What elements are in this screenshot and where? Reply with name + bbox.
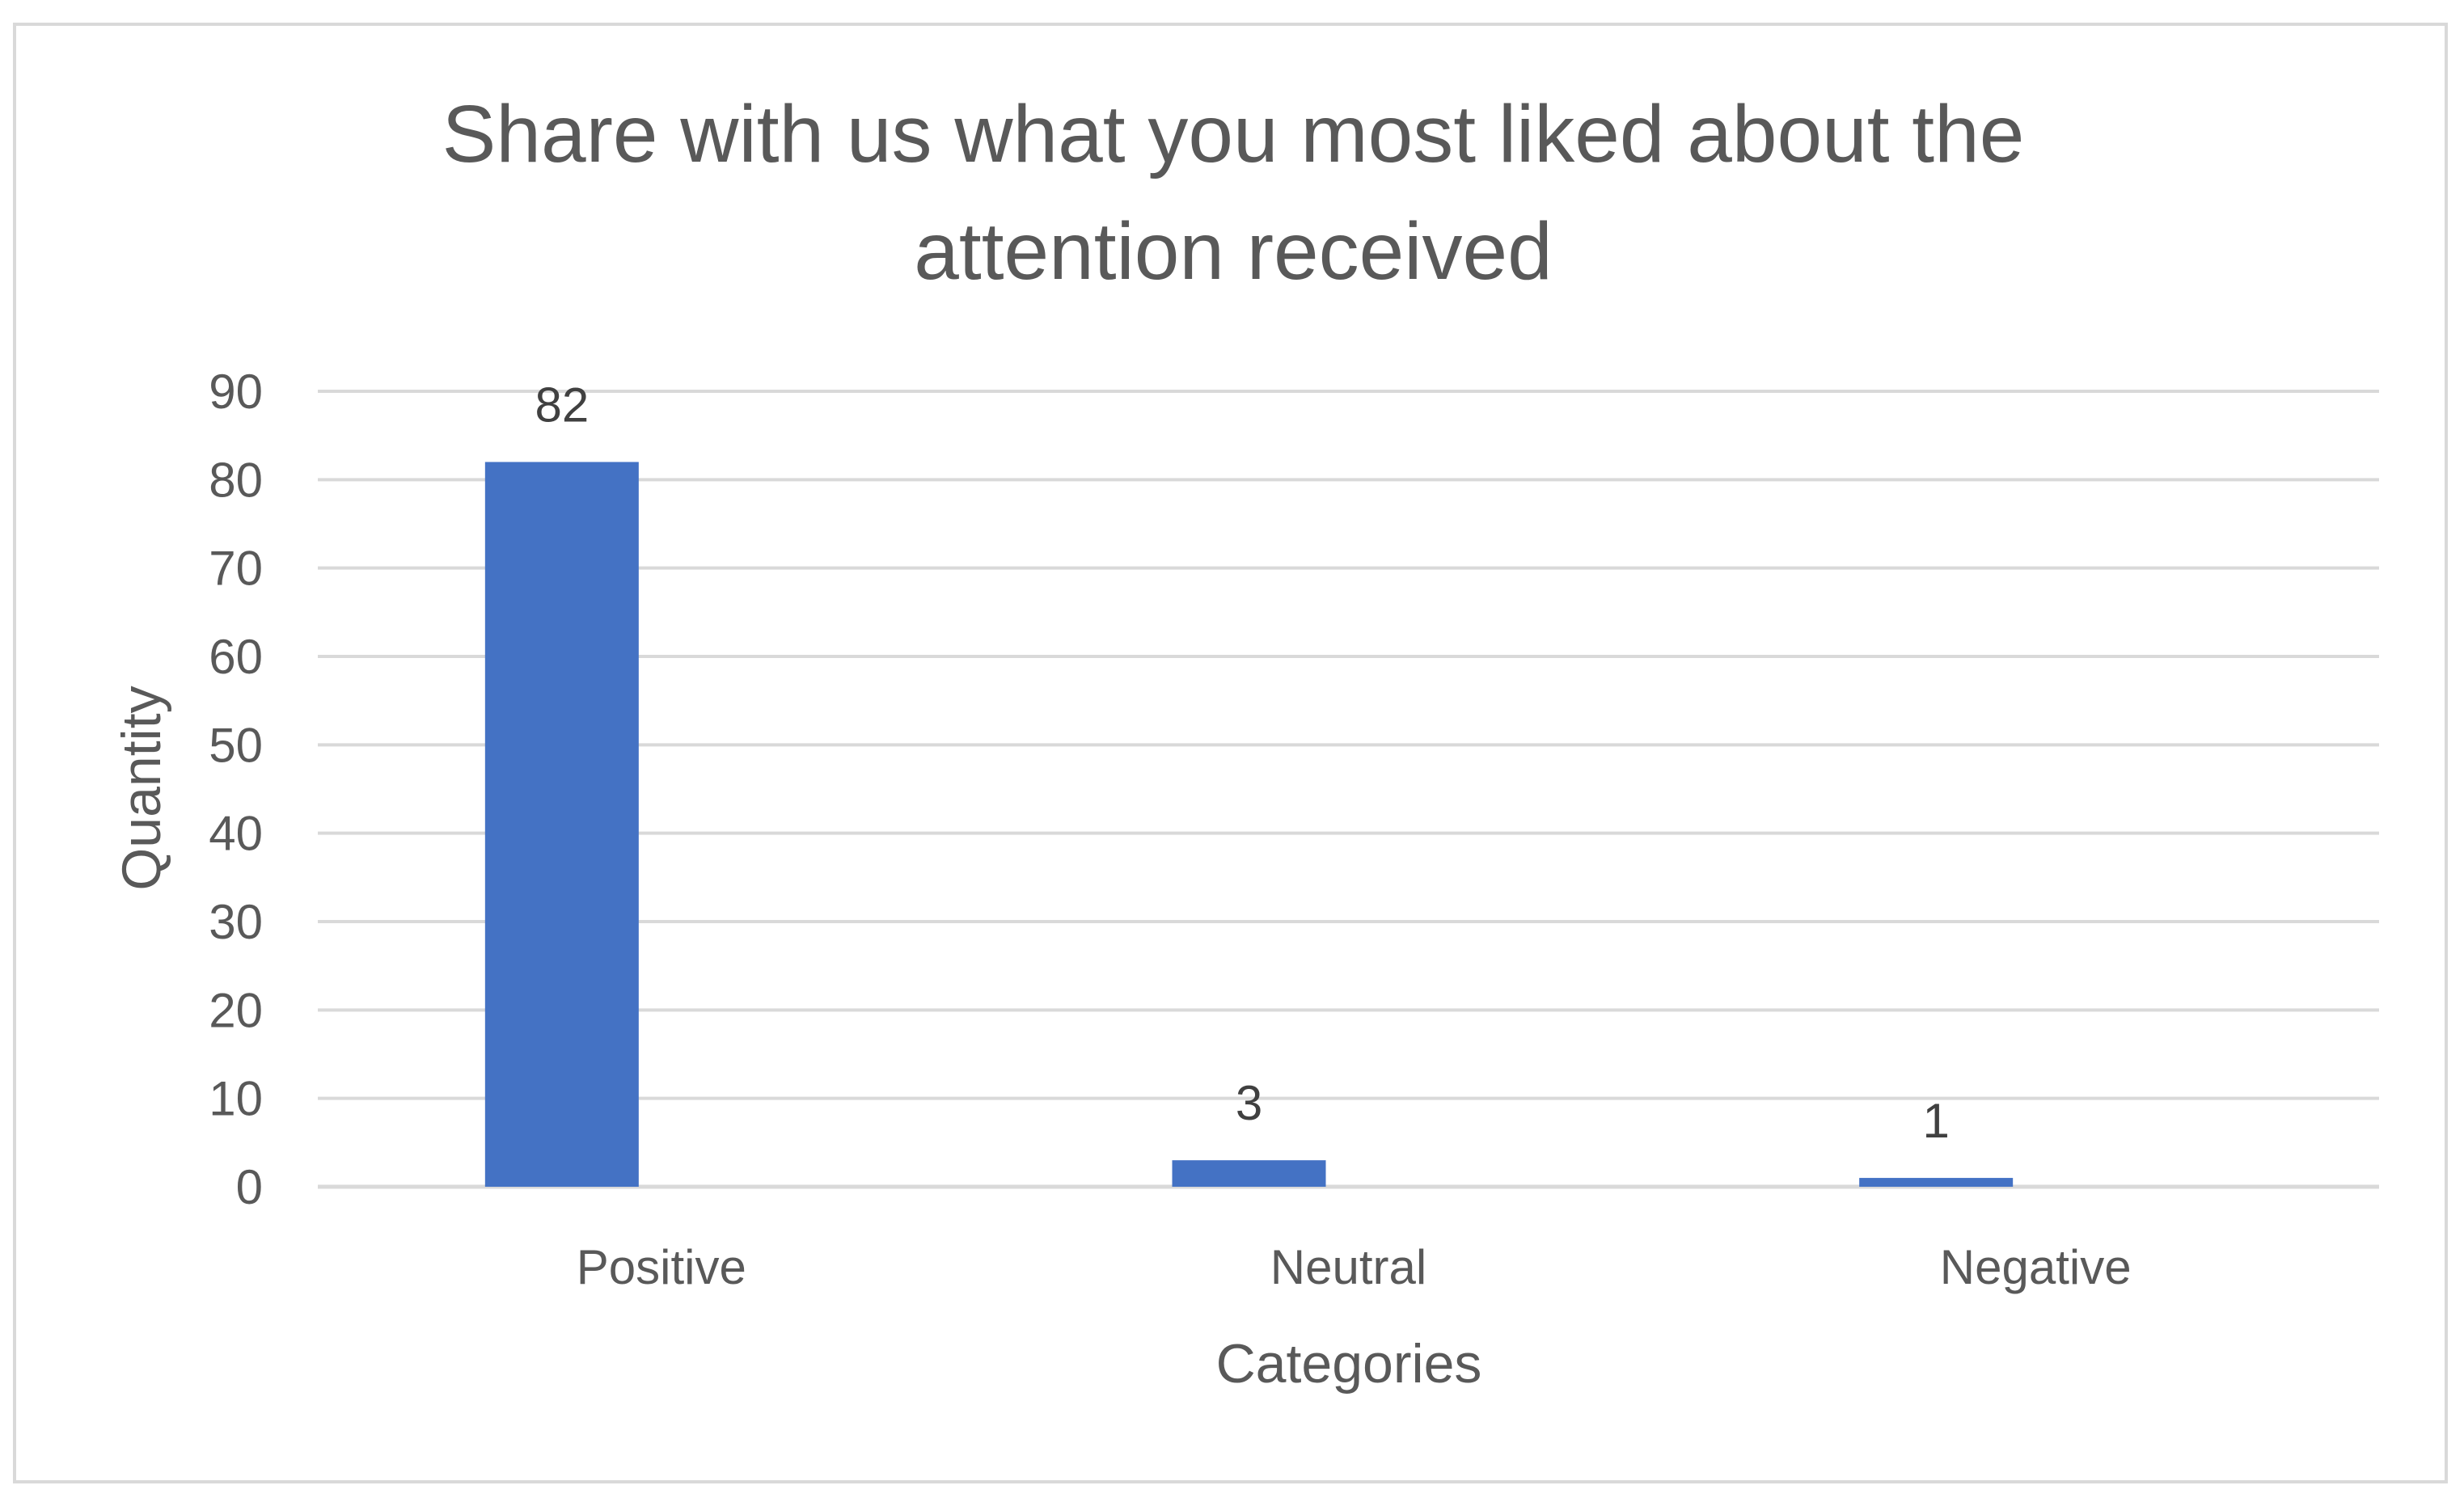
data-label-negative: 1 (1922, 1094, 1949, 1148)
x-axis-tick-labels: Positive Neutral Negative (577, 1240, 2132, 1294)
chart-title-line-1: Share with us what you most liked about … (442, 89, 2025, 179)
y-axis-title: Quantity (111, 686, 172, 890)
chart-title-line-2: attention received (914, 206, 1552, 297)
bars (484, 462, 2014, 1187)
y-tick-label: 60 (209, 630, 263, 684)
data-label-positive: 82 (535, 378, 589, 432)
y-tick-label: 90 (209, 365, 263, 419)
bar-negative (1859, 1178, 2014, 1187)
x-tick-label-positive: Positive (577, 1240, 746, 1294)
x-tick-label-negative: Negative (1940, 1240, 2132, 1294)
bar-positive (484, 462, 639, 1187)
y-tick-label: 80 (209, 453, 263, 507)
y-tick-label: 40 (209, 807, 263, 861)
chart-frame (13, 23, 2448, 1483)
x-axis-title: Categories (1216, 1333, 1482, 1395)
y-tick-label: 30 (209, 895, 263, 949)
x-tick-label-neutral: Neutral (1270, 1240, 1426, 1294)
data-labels: 82 3 1 (535, 378, 1949, 1148)
y-tick-label: 50 (209, 718, 263, 772)
y-tick-label: 0 (236, 1160, 263, 1214)
y-tick-label: 10 (209, 1072, 263, 1126)
data-label-neutral: 3 (1236, 1076, 1262, 1130)
y-tick-label: 20 (209, 983, 263, 1037)
y-tick-label: 70 (209, 542, 263, 596)
gridlines (318, 390, 2379, 1189)
bar-neutral (1172, 1160, 1326, 1187)
y-axis-tick-labels: 0 10 20 30 40 50 60 70 80 90 (209, 365, 263, 1214)
